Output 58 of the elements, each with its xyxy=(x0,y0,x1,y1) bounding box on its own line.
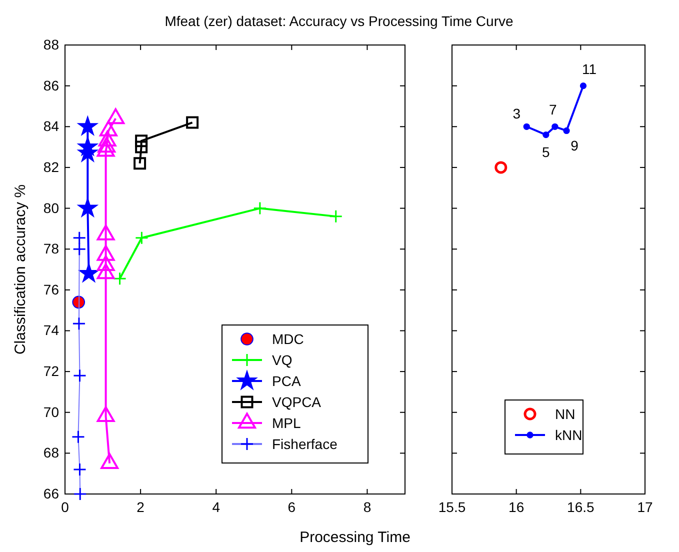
point xyxy=(134,157,146,170)
point xyxy=(98,136,116,153)
legend-label: MDC xyxy=(272,331,304,347)
point xyxy=(563,127,570,134)
point xyxy=(494,161,508,174)
y-tick-label: 88 xyxy=(43,36,60,52)
point xyxy=(78,116,98,136)
point xyxy=(135,134,148,148)
legend-label: VQ xyxy=(272,352,292,368)
annotation: 3 xyxy=(512,106,521,122)
legend-label: Fisherface xyxy=(272,436,338,452)
point xyxy=(552,123,558,130)
y-tick-label: 70 xyxy=(43,404,60,420)
x-axis-title: Processing Time xyxy=(300,529,410,546)
chart-title: Mfeat (zer) dataset: Accuracy vs Processing Time Curve xyxy=(164,13,514,29)
annotation: 9 xyxy=(570,138,579,154)
point xyxy=(580,82,587,90)
y-tick-label: 72 xyxy=(43,363,60,380)
point xyxy=(78,263,99,282)
y-tick-label: 80 xyxy=(43,200,60,216)
y-tick-label: 84 xyxy=(43,118,60,134)
legend-label: PCA xyxy=(272,373,302,389)
point xyxy=(329,210,343,224)
point xyxy=(98,130,116,147)
point xyxy=(113,272,127,286)
y-axis-title: Classification accuracy % xyxy=(12,184,29,355)
y-tick-label: 82 xyxy=(43,158,60,175)
legend-label: kNN xyxy=(555,427,582,443)
x-tick-label: 16 xyxy=(508,498,524,515)
x-tick-label: 8 xyxy=(363,498,372,515)
x-tick-label: 16.5 xyxy=(567,498,595,515)
x-tick-label: 17 xyxy=(637,498,653,515)
point xyxy=(99,120,118,136)
point xyxy=(523,123,530,130)
x-tick-label: 0 xyxy=(61,498,70,515)
point xyxy=(253,202,267,216)
y-tick-label: 66 xyxy=(43,485,60,502)
point xyxy=(78,198,98,217)
point xyxy=(542,131,550,138)
point xyxy=(186,116,199,129)
legend-label: NN xyxy=(555,406,576,422)
annotation: 5 xyxy=(542,144,550,160)
point xyxy=(135,140,148,154)
annotation: 7 xyxy=(549,102,558,118)
point xyxy=(134,231,148,245)
y-tick-label: 68 xyxy=(43,444,60,461)
point xyxy=(106,108,125,124)
x-tick-label: 15.5 xyxy=(438,498,466,515)
y-tick-label: 76 xyxy=(43,281,60,298)
y-tick-label: 86 xyxy=(43,77,60,94)
x-tick-label: 6 xyxy=(288,498,296,515)
x-tick-label: 2 xyxy=(136,498,145,515)
legend-label: MPL xyxy=(272,415,301,431)
y-tick-label: 78 xyxy=(43,240,60,257)
legend-label: VQPCA xyxy=(272,394,322,410)
annotation: 11 xyxy=(582,60,597,77)
x-tick-label: 4 xyxy=(212,498,220,515)
y-tick-label: 74 xyxy=(43,322,60,338)
